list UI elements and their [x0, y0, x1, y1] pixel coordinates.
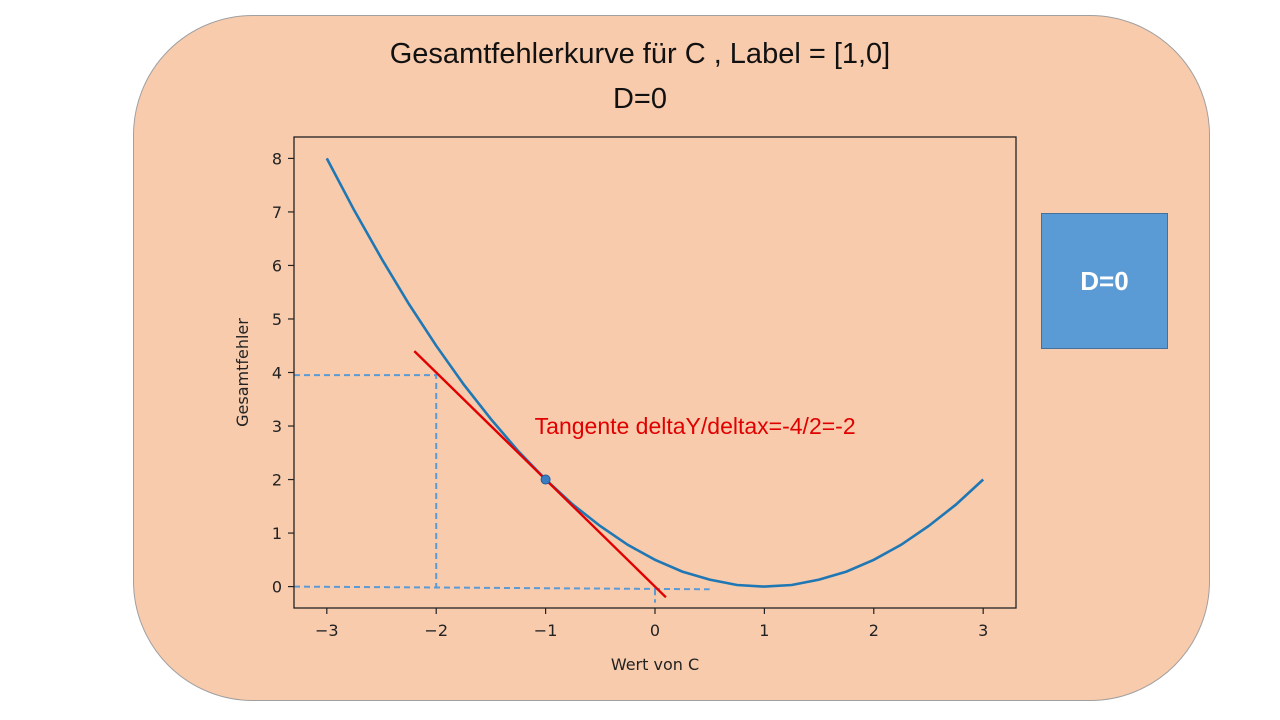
x-tick-label: 3	[978, 621, 988, 640]
y-tick-label: 7	[272, 203, 282, 222]
y-tick-label: 2	[272, 471, 282, 490]
y-tick-label: 6	[272, 256, 282, 275]
x-tick-label: −3	[315, 621, 339, 640]
slide-title: Gesamtfehlerkurve für C , Label = [1,0]	[389, 38, 891, 70]
x-tick-label: 0	[650, 621, 660, 640]
error-curve-line	[325, 157, 985, 588]
slide-subtitle: D=0	[612, 83, 667, 115]
tangent-line	[413, 350, 667, 599]
guide-dashed-line	[294, 374, 438, 587]
d-value-box: D=0	[1041, 213, 1168, 349]
y-tick-label: 3	[272, 417, 282, 436]
y-tick-label: 1	[272, 524, 282, 543]
y-tick-label: 8	[272, 149, 282, 168]
x-tick-label: −1	[534, 621, 558, 640]
slide-panel	[133, 15, 1210, 701]
y-tick-label: 0	[272, 578, 282, 597]
plot-frame	[293, 136, 1017, 609]
d-value-label: D=0	[1080, 265, 1129, 296]
y-tick-label: 4	[272, 364, 282, 383]
tangent-annotation: Tangente deltaY/deltax=-4/2=-2	[535, 413, 856, 439]
guide-dashed-line	[293, 585, 710, 591]
y-axis-label: Gesamtfehler	[233, 318, 252, 427]
x-tick-label: 2	[869, 621, 879, 640]
tangent-point	[540, 474, 551, 485]
y-tick-label: 5	[272, 310, 282, 329]
x-axis-label: Wert von C	[611, 655, 699, 674]
x-tick-label: −2	[424, 621, 448, 640]
x-tick-label: 1	[759, 621, 769, 640]
